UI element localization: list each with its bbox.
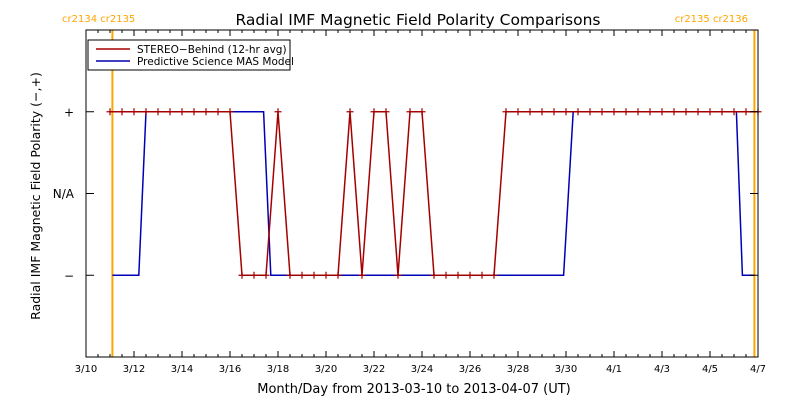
y-tick-label: −: [64, 269, 74, 283]
data-point-marker: [346, 108, 354, 116]
data-point-marker: [106, 108, 114, 116]
rotation-label: cr2134 cr2135: [62, 14, 135, 25]
data-point-marker: [742, 108, 750, 116]
x-tick-label: 4/1: [606, 364, 622, 375]
data-point-marker: [370, 108, 378, 116]
data-point-marker: [358, 271, 366, 279]
data-point-marker: [598, 108, 606, 116]
x-tick-label: 4/7: [750, 364, 766, 375]
x-tick-label: 3/10: [75, 364, 97, 375]
data-point-marker: [442, 271, 450, 279]
data-point-marker: [322, 271, 330, 279]
data-point-marker: [550, 108, 558, 116]
data-point-marker: [418, 108, 426, 116]
data-point-marker: [466, 271, 474, 279]
data-point-marker: [430, 271, 438, 279]
data-point-marker: [634, 108, 642, 116]
data-point-marker: [250, 271, 258, 279]
x-tick-label: 3/30: [555, 364, 577, 375]
data-point-marker: [298, 271, 306, 279]
data-point-marker: [130, 108, 138, 116]
series-line: [110, 111, 758, 277]
data-point-marker: [226, 108, 234, 116]
data-point-marker: [622, 108, 630, 116]
data-point-marker: [118, 108, 126, 116]
data-point-marker: [454, 271, 462, 279]
rotation-label: cr2135 cr2136: [675, 14, 748, 25]
data-point-marker: [166, 108, 174, 116]
data-point-marker: [214, 108, 222, 116]
x-tick-label: 3/28: [507, 364, 529, 375]
data-point-marker: [190, 108, 198, 116]
data-point-marker: [394, 271, 402, 279]
data-point-marker: [262, 271, 270, 279]
data-point-marker: [706, 108, 714, 116]
data-point-marker: [670, 108, 678, 116]
y-tick-label: +: [64, 105, 74, 119]
y-axis-label: Radial IMF Magnetic Field Polarity (−,+): [28, 72, 43, 320]
legend-label-mas-model: Predictive Science MAS Model: [137, 56, 294, 68]
data-point-marker: [274, 108, 282, 116]
data-point-marker: [238, 271, 246, 279]
data-point-marker: [178, 108, 186, 116]
series-line: [112, 111, 755, 277]
data-point-marker: [562, 108, 570, 116]
data-point-marker: [334, 271, 342, 279]
data-point-marker: [202, 108, 210, 116]
data-point-marker: [490, 271, 498, 279]
plot-frame: [85, 29, 759, 358]
data-point-marker: [526, 108, 534, 116]
data-point-marker: [658, 108, 666, 116]
x-tick-label: 3/18: [267, 364, 289, 375]
legend-label-stereo-behind: STEREO−Behind (12-hr avg): [137, 44, 287, 56]
data-point-marker: [286, 271, 294, 279]
x-tick-label: 3/22: [363, 364, 385, 375]
x-tick-label: 3/26: [459, 364, 481, 375]
data-point-marker: [154, 108, 162, 116]
y-tick-label: N/A: [53, 187, 75, 201]
x-tick-label: 4/3: [654, 364, 670, 375]
data-point-marker: [718, 108, 726, 116]
x-axis-label: Month/Day from 2013-03-10 to 2013-04-07 …: [257, 382, 570, 397]
data-point-marker: [586, 108, 594, 116]
x-tick-label: 3/12: [123, 364, 145, 375]
chart-title: Radial IMF Magnetic Field Polarity Compa…: [235, 11, 600, 29]
data-point-marker: [682, 108, 690, 116]
data-point-marker: [142, 108, 150, 116]
data-point-marker: [406, 108, 414, 116]
data-point-marker: [610, 108, 618, 116]
x-tick-label: 4/5: [702, 364, 718, 375]
data-point-marker: [730, 108, 738, 116]
legend-box: [87, 39, 291, 71]
data-point-marker: [514, 108, 522, 116]
x-tick-label: 3/20: [315, 364, 337, 375]
x-tick-label: 3/24: [411, 364, 433, 375]
x-tick-label: 3/16: [219, 364, 241, 375]
data-point-marker: [502, 108, 510, 116]
data-point-marker: [478, 271, 486, 279]
data-point-marker: [646, 108, 654, 116]
legend: STEREO−Behind (12-hr avg) Predictive Sci…: [87, 39, 294, 71]
data-point-marker: [382, 108, 390, 116]
data-point-marker: [538, 108, 546, 116]
data-point-marker: [310, 271, 318, 279]
data-point-marker: [574, 108, 582, 116]
x-tick-label: 3/14: [171, 364, 193, 375]
data-point-marker: [694, 108, 702, 116]
